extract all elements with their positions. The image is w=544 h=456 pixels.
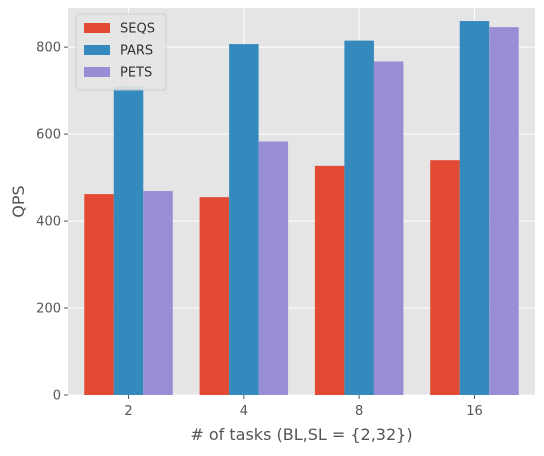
- x-tick-label: 4: [240, 404, 248, 419]
- bar-pets-2: [143, 191, 173, 395]
- legend: SEQS PARS PETS: [75, 13, 167, 91]
- bars: [84, 21, 519, 396]
- bar-pets-16: [489, 27, 519, 396]
- y-tick-label: 800: [36, 41, 61, 56]
- y-tick-label: 0: [53, 389, 61, 404]
- y-axis-label: QPS: [9, 185, 28, 217]
- bar-seqs-16: [430, 160, 460, 395]
- bar-pets-4: [258, 141, 289, 395]
- legend-swatch-pets: [84, 67, 110, 77]
- legend-label-pars: PARS: [120, 44, 153, 59]
- bar-pars-8: [344, 40, 374, 395]
- y-axis-ticks: 0 200 400 600 800: [36, 41, 68, 404]
- bar-seqs-2: [84, 194, 114, 395]
- bar-pars-2: [113, 86, 144, 396]
- bar-seqs-8: [314, 165, 345, 395]
- x-tick-label: 16: [466, 404, 483, 419]
- bar-pets-8: [373, 61, 404, 396]
- y-tick-label: 200: [36, 302, 61, 317]
- x-axis-ticks: 2 4 8 16: [124, 395, 483, 419]
- legend-label-seqs: SEQS: [120, 22, 155, 37]
- x-tick-label: 2: [124, 404, 132, 419]
- x-axis-label: # of tasks (BL,SL = {2,32}): [190, 425, 412, 444]
- bar-pars-16: [459, 21, 490, 395]
- legend-label-pets: PETS: [120, 66, 152, 81]
- x-tick-label: 8: [355, 404, 363, 419]
- y-tick-label: 400: [36, 215, 61, 230]
- y-tick-label: 600: [36, 128, 61, 143]
- legend-swatch-seqs: [84, 23, 110, 33]
- legend-swatch-pars: [84, 45, 110, 55]
- bar-seqs-4: [199, 197, 230, 395]
- bar-pars-4: [229, 44, 259, 396]
